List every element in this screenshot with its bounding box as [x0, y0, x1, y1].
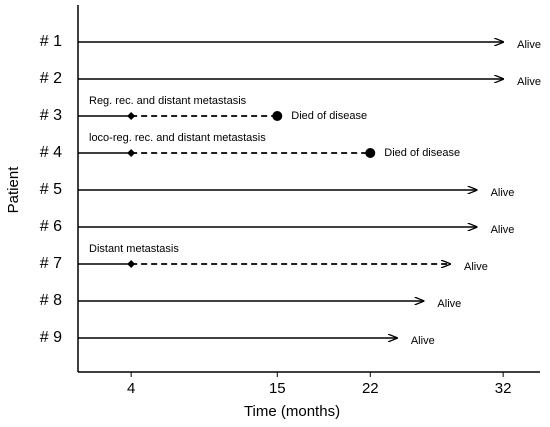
patient-label: # 2 [40, 70, 62, 87]
patient-label: # 6 [40, 218, 62, 235]
outcome-label: Alive [464, 261, 488, 273]
outcome-label: Alive [491, 187, 515, 199]
x-tick-label: 22 [362, 380, 379, 397]
event-marker [127, 149, 136, 157]
outcome-label: Died of disease [291, 110, 367, 122]
patient-label: # 4 [40, 144, 62, 161]
outcome-label: Alive [411, 335, 435, 347]
x-tick-label: 4 [127, 380, 135, 397]
x-tick-label: 32 [495, 380, 512, 397]
outcome-label: Alive [517, 39, 541, 51]
x-tick-label: 15 [269, 380, 286, 397]
patient-label: # 9 [40, 329, 62, 346]
patient-label: # 8 [40, 292, 62, 309]
x-axis-label: Time (months) [244, 403, 340, 420]
patient-label: # 7 [40, 255, 62, 272]
outcome-label: Died of disease [384, 147, 460, 159]
death-marker [365, 148, 376, 158]
outcome-label: Alive [517, 76, 541, 88]
outcome-label: Alive [491, 224, 515, 236]
event-label: loco-reg. rec. and distant metastasis [89, 132, 266, 144]
y-axis-label: Patient [5, 166, 22, 214]
event-label: Distant metastasis [89, 243, 179, 255]
event-label: Reg. rec. and distant metastasis [89, 95, 247, 107]
event-marker [127, 260, 136, 268]
outcome-label: Alive [437, 298, 461, 310]
death-marker [272, 111, 283, 121]
patient-label: # 5 [40, 181, 62, 198]
event-marker [127, 112, 136, 120]
patient-label: # 3 [40, 107, 62, 124]
patient-label: # 1 [40, 33, 62, 50]
